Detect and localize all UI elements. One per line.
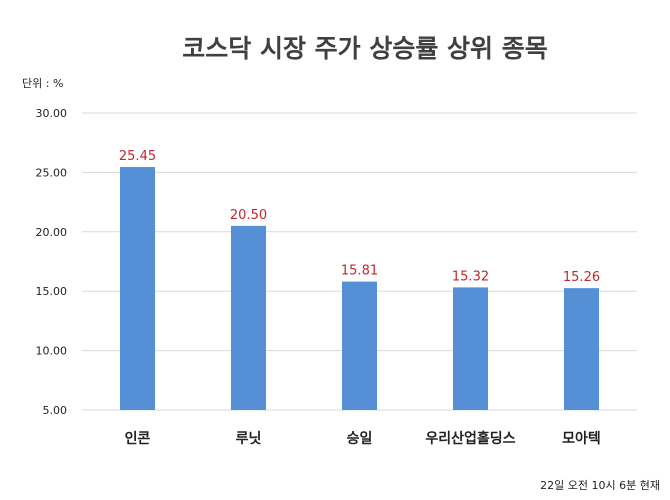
bar bbox=[231, 225, 266, 410]
bar bbox=[120, 167, 155, 410]
y-tick-label: 25.00 bbox=[36, 166, 68, 179]
data-label: 15.26 bbox=[563, 270, 600, 285]
x-tick-label: 우리산업홀딩스 bbox=[425, 430, 515, 447]
y-tick-label: 30.00 bbox=[36, 107, 68, 120]
x-tick-label: 승일 bbox=[347, 431, 373, 447]
y-tick-label: 10.00 bbox=[36, 345, 68, 358]
y-tick-label: 20.00 bbox=[36, 226, 68, 239]
unit-label: 단위 : % bbox=[22, 77, 63, 90]
x-tick-label: 루닛 bbox=[236, 431, 262, 447]
x-axis-tick-labels: 인콘 루닛 승일 우리산업홀딩스 모아텍 bbox=[125, 430, 601, 447]
data-label: 25.45 bbox=[119, 149, 156, 164]
y-axis-tick-labels: 5.00 10.00 15.00 20.00 25.00 30.00 bbox=[36, 107, 68, 417]
bar bbox=[342, 281, 377, 410]
bar bbox=[453, 287, 488, 410]
x-tick-label: 모아텍 bbox=[562, 430, 601, 447]
y-tick-label: 5.00 bbox=[43, 404, 68, 417]
data-label: 15.32 bbox=[452, 269, 489, 284]
footnote: 22일 오전 10시 6분 현재 bbox=[540, 478, 660, 492]
data-labels: 25.45 20.50 15.81 15.32 15.26 bbox=[119, 149, 600, 285]
data-label: 20.50 bbox=[230, 208, 267, 223]
bars bbox=[120, 167, 599, 410]
data-label: 15.81 bbox=[341, 264, 378, 279]
bar bbox=[564, 288, 599, 410]
x-tick-label: 인콘 bbox=[125, 430, 151, 447]
chart-title: 코스닥 시장 주가 상승률 상위 종목 bbox=[182, 34, 548, 63]
y-tick-label: 15.00 bbox=[36, 285, 68, 298]
